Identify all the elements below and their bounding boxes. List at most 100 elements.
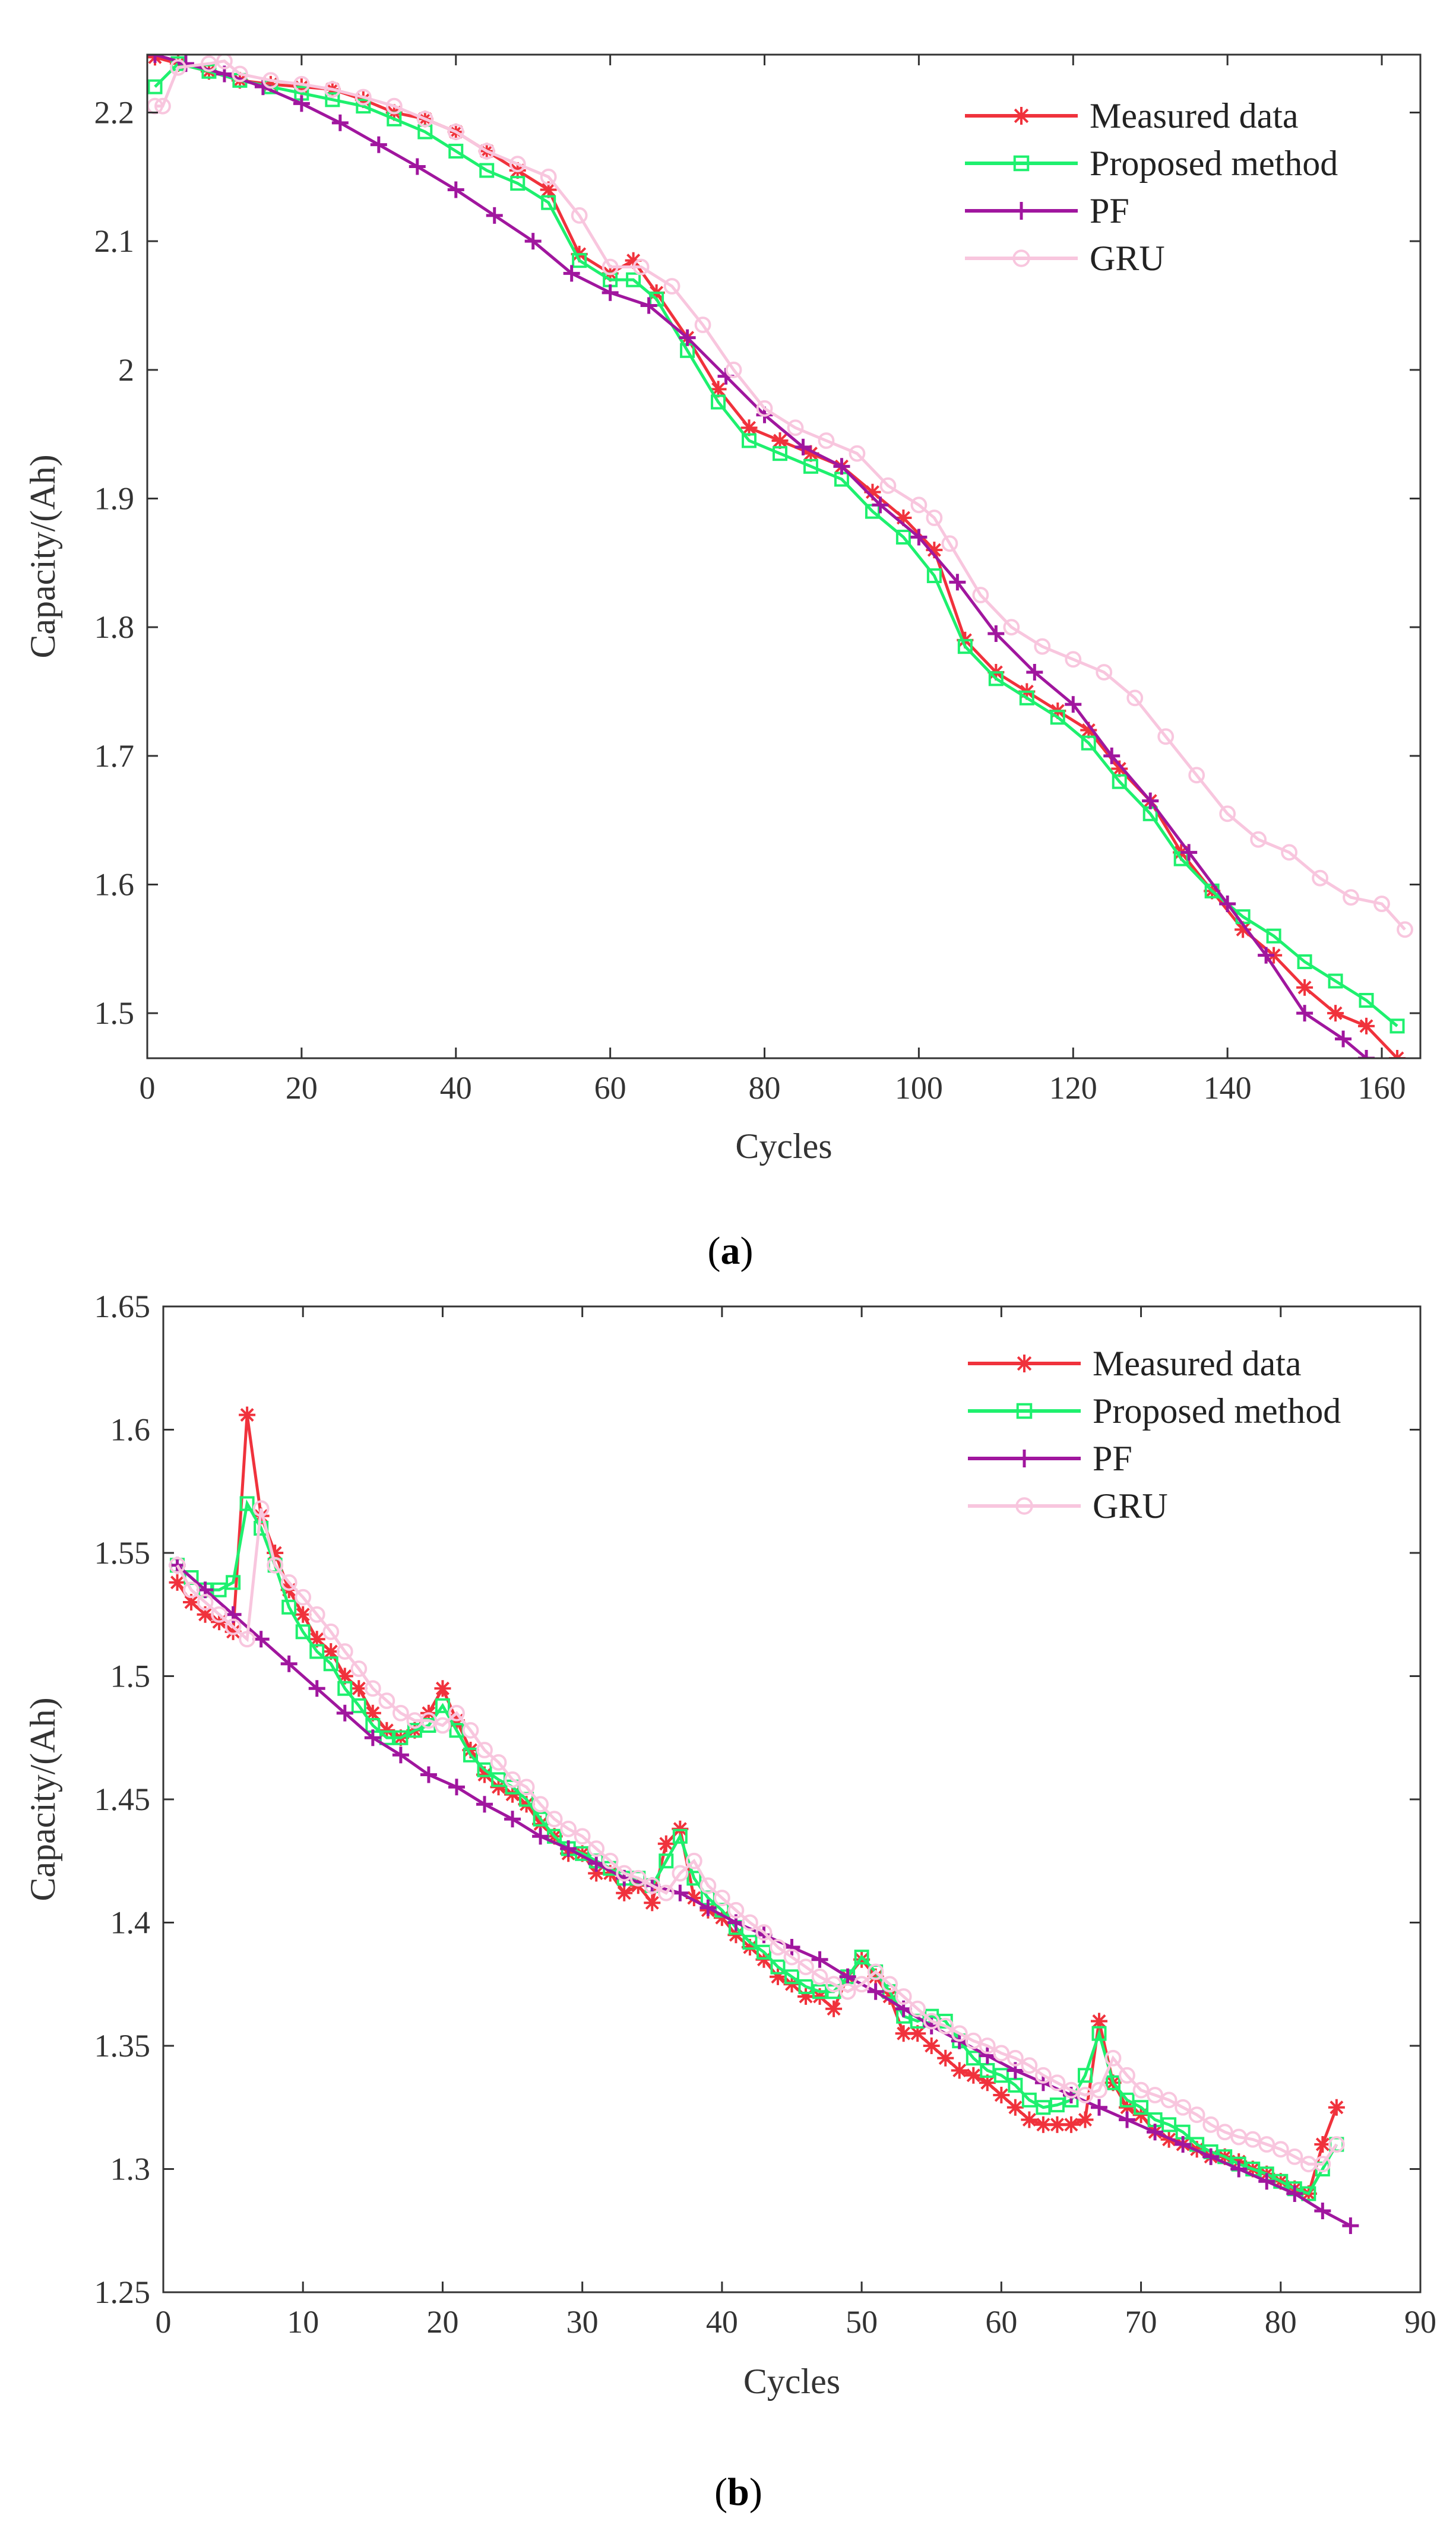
- data-point-gru: [853, 1976, 871, 1993]
- data-point-proposed-method: [1112, 774, 1127, 789]
- data-point-measured-data: [295, 1606, 312, 1623]
- data-point-gru: [1035, 2067, 1052, 2084]
- panel-caption: (a): [708, 1229, 754, 1273]
- data-point-pf: [795, 438, 812, 455]
- panel-caption: (b): [714, 2470, 762, 2514]
- data-point-gru: [462, 1722, 479, 1739]
- data-point-gru: [657, 1884, 675, 1901]
- data-point-measured-data: [616, 1884, 633, 1901]
- data-point-proposed-method: [659, 1853, 674, 1869]
- data-point-pf: [811, 1951, 828, 1968]
- data-point-gru: [699, 1877, 717, 1894]
- data-point-proposed-method: [993, 2068, 1009, 2083]
- data-point-proposed-method: [742, 433, 757, 448]
- data-point-measured-data: [1034, 2116, 1052, 2133]
- data-point-gru: [252, 1500, 270, 1517]
- data-point-gru: [1091, 2081, 1107, 2099]
- data-point-gru: [937, 2017, 954, 2035]
- data-point-pf: [833, 458, 850, 475]
- y-tick-label: 2: [118, 352, 134, 388]
- data-point-gru: [787, 419, 804, 436]
- data-point-proposed-method: [1119, 2092, 1135, 2108]
- legend-marker-pf: [1015, 1450, 1033, 1467]
- data-point-gru: [293, 75, 310, 93]
- data-point-gru: [672, 1865, 689, 1882]
- data-point-gru: [979, 2037, 996, 2054]
- series-group: [147, 55, 1413, 1058]
- x-tick-label: 90: [1404, 2304, 1436, 2340]
- y-tick-label: 1.25: [94, 2274, 151, 2310]
- data-point-gru: [663, 278, 680, 295]
- data-point-gru: [280, 1574, 297, 1591]
- data-point-gru: [1147, 2087, 1163, 2103]
- y-tick-label: 1.6: [110, 1412, 151, 1448]
- x-tick-label: 20: [426, 2304, 458, 2340]
- data-point-gru: [447, 124, 464, 140]
- data-point-proposed-method: [895, 530, 911, 545]
- x-tick-label: 80: [1265, 2304, 1297, 2340]
- data-point-pf: [839, 1968, 856, 1985]
- data-point-measured-data: [169, 1574, 186, 1591]
- data-point-gru: [756, 400, 773, 417]
- data-point-gru: [926, 510, 943, 526]
- data-point-pf: [867, 1983, 884, 2000]
- data-point-gru: [324, 81, 341, 98]
- y-tick-label: 1.35: [94, 2028, 151, 2064]
- data-point-measured-data: [1077, 2111, 1094, 2128]
- data-point-measured-data: [1328, 2099, 1345, 2116]
- data-point-pf: [280, 1655, 297, 1672]
- data-point-pf: [532, 1828, 549, 1845]
- data-point-pf: [1175, 2136, 1192, 2153]
- data-point-gru: [1157, 728, 1175, 745]
- data-point-proposed-method: [356, 99, 371, 114]
- data-point-proposed-method: [325, 92, 340, 107]
- data-point-pf: [1230, 2160, 1248, 2178]
- data-point-gru: [378, 1692, 395, 1709]
- data-point-pf: [308, 1680, 325, 1697]
- legend-label-pf: PF: [1090, 191, 1129, 230]
- data-point-gru: [849, 445, 866, 462]
- data-point-gru: [416, 110, 433, 128]
- data-point-proposed-method: [1134, 2100, 1149, 2115]
- data-point-measured-data: [322, 1643, 340, 1660]
- y-tick-label: 1.45: [94, 1782, 151, 1817]
- data-point-gru: [420, 1712, 437, 1729]
- data-point-gru: [216, 55, 233, 69]
- data-point-proposed-method: [812, 1984, 828, 1999]
- data-point-measured-data: [1327, 1005, 1344, 1022]
- data-point-gru: [434, 1717, 451, 1734]
- data-point-proposed-method: [672, 1828, 688, 1844]
- data-point-pf: [1335, 1030, 1352, 1048]
- data-point-gru: [490, 1754, 507, 1771]
- data-point-proposed-method: [1091, 2026, 1107, 2041]
- data-point-measured-data: [937, 2049, 954, 2067]
- data-point-measured-data: [657, 1835, 675, 1852]
- data-point-pf: [1296, 1005, 1313, 1022]
- x-tick-label: 50: [846, 2304, 878, 2340]
- data-point-gru: [839, 1983, 856, 2000]
- data-point-gru: [504, 1771, 521, 1788]
- data-point-pf: [252, 1631, 270, 1648]
- data-point-gru: [965, 2032, 982, 2049]
- x-tick-label: 60: [985, 2304, 1017, 2340]
- data-point-gru: [262, 72, 279, 89]
- data-point-gru: [1175, 2099, 1192, 2116]
- data-point-gru: [267, 1556, 284, 1574]
- data-point-pf: [640, 297, 657, 314]
- data-point-gru: [448, 1704, 465, 1722]
- data-point-measured-data: [923, 2037, 940, 2054]
- data-point-gru: [1126, 689, 1144, 707]
- legend-label-pf: PF: [1093, 1439, 1132, 1478]
- x-tick-label: 70: [1125, 2304, 1157, 2340]
- data-point-gru: [232, 65, 248, 83]
- data-point-measured-data: [1314, 2136, 1331, 2153]
- data-point-pf: [370, 136, 387, 153]
- data-point-pf: [448, 1779, 465, 1796]
- data-point-pf: [949, 574, 966, 591]
- data-point-gru: [879, 477, 897, 494]
- x-tick-label: 160: [1358, 1070, 1406, 1106]
- data-point-pf: [679, 329, 696, 346]
- legend-label-measured-data: Measured data: [1090, 96, 1299, 135]
- data-point-gru: [602, 1852, 619, 1869]
- data-point-gru: [354, 88, 372, 106]
